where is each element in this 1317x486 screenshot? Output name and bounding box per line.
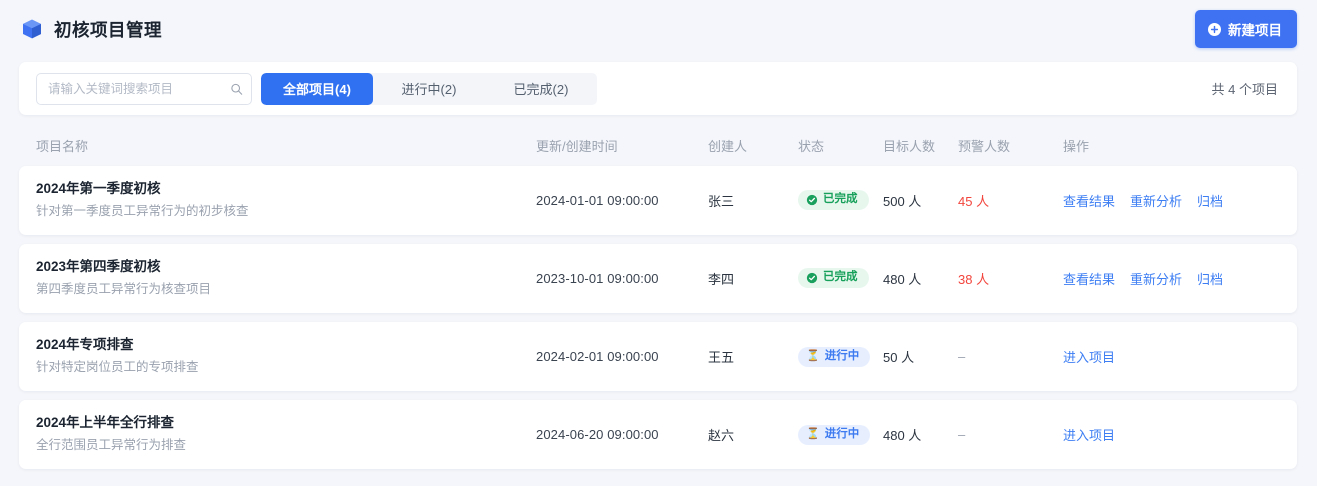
- new-project-label: 新建项目: [1228, 23, 1282, 38]
- tab-completed-label: 已完成(2): [513, 82, 569, 97]
- row-time: 2024-01-01 09:00:00: [536, 193, 659, 208]
- column-header-owner: 创建人: [708, 138, 748, 154]
- table-row[interactable]: 2023年第四季度初核 第四季度员工异常行为核查项目 2023-10-01 09…: [19, 244, 1297, 313]
- check-circle-icon: [806, 194, 818, 206]
- action-archive[interactable]: 归档: [1197, 194, 1224, 209]
- row-owner: 张三: [708, 194, 735, 209]
- status-badge: ⏳ 进行中: [798, 347, 871, 367]
- status-badge-label: 进行中: [824, 428, 860, 441]
- row-owner: 王五: [708, 350, 735, 365]
- row-name-cell: 2023年第四季度初核 第四季度员工异常行为核查项目: [36, 259, 536, 298]
- project-description: 第四季度员工异常行为核查项目: [36, 282, 212, 297]
- tab-in-progress-label: 进行中(2): [401, 82, 457, 97]
- action-enter-project[interactable]: 进入项目: [1063, 428, 1116, 443]
- status-badge-label: 已完成: [823, 193, 858, 206]
- row-warn: –: [958, 427, 966, 442]
- tab-all-projects-label: 全部项目(4): [283, 82, 351, 97]
- search-box[interactable]: [36, 72, 252, 105]
- row-ops-cell: 进入项目: [1063, 347, 1280, 366]
- status-badge-label: 已完成: [823, 271, 858, 284]
- status-badge-label: 进行中: [824, 350, 860, 363]
- row-time: 2024-02-01 09:00:00: [536, 349, 659, 364]
- tab-all-projects[interactable]: 全部项目(4): [261, 72, 373, 105]
- row-owner: 赵六: [708, 428, 735, 443]
- row-target: 480 人: [883, 428, 922, 443]
- check-circle-icon: [806, 272, 818, 284]
- app-brand: 初核项目管理: [20, 17, 162, 42]
- project-name: 2024年上半年全行排查: [36, 415, 175, 431]
- project-name: 2023年第四季度初核: [36, 259, 161, 275]
- row-target: 500 人: [883, 194, 922, 209]
- project-name: 2024年专项排查: [36, 337, 134, 353]
- row-actions: 查看结果 重新分析 归档: [1063, 191, 1280, 210]
- row-warn: –: [958, 349, 966, 364]
- total-count-text: 共 4 个项目: [1211, 82, 1278, 97]
- row-status-cell: 已完成: [798, 268, 883, 289]
- search-input[interactable]: [36, 72, 252, 105]
- row-actions: 查看结果 重新分析 归档: [1063, 269, 1280, 288]
- plus-circle-icon: [1208, 22, 1221, 36]
- status-badge: ⏳ 进行中: [798, 425, 871, 445]
- action-enter-project[interactable]: 进入项目: [1063, 350, 1116, 365]
- action-reanalyze[interactable]: 重新分析: [1130, 194, 1183, 209]
- row-target: 50 人: [883, 350, 915, 365]
- row-ops-cell: 进入项目: [1063, 425, 1280, 444]
- row-name-cell: 2024年专项排查 针对特定岗位员工的专项排查: [36, 337, 536, 376]
- row-warn: 45 人: [958, 194, 990, 209]
- project-name: 2024年第一季度初核: [36, 181, 161, 197]
- row-actions: 进入项目: [1063, 347, 1280, 366]
- row-status-cell: ⏳ 进行中: [798, 424, 883, 445]
- row-name-cell: 2024年第一季度初核 针对第一季度员工异常行为的初步核查: [36, 181, 536, 220]
- hourglass-icon: ⏳: [806, 428, 820, 441]
- row-owner: 李四: [708, 272, 735, 287]
- column-header-warn: 预警人数: [958, 138, 1011, 154]
- tab-completed[interactable]: 已完成(2): [485, 73, 597, 105]
- action-view-result[interactable]: 查看结果: [1063, 194, 1116, 209]
- row-time: 2024-06-20 09:00:00: [536, 427, 659, 442]
- status-badge: 已完成: [798, 268, 869, 288]
- column-header-name: 项目名称: [36, 138, 89, 154]
- tab-in-progress[interactable]: 进行中(2): [373, 73, 485, 105]
- column-header-target: 目标人数: [883, 138, 936, 154]
- action-reanalyze[interactable]: 重新分析: [1130, 272, 1183, 287]
- column-header-ops: 操作: [1063, 138, 1090, 154]
- row-status-cell: 已完成: [798, 190, 883, 211]
- row-ops-cell: 查看结果 重新分析 归档: [1063, 269, 1280, 288]
- row-target: 480 人: [883, 272, 922, 287]
- action-archive[interactable]: 归档: [1197, 272, 1224, 287]
- column-header-time: 更新/创建时间: [536, 138, 618, 154]
- page-title: 初核项目管理: [54, 19, 162, 40]
- new-project-button[interactable]: 新建项目: [1195, 10, 1297, 48]
- column-header-status: 状态: [798, 138, 825, 154]
- row-warn: 38 人: [958, 272, 990, 287]
- table-row[interactable]: 2024年第一季度初核 针对第一季度员工异常行为的初步核查 2024-01-01…: [19, 166, 1297, 235]
- row-ops-cell: 查看结果 重新分析 归档: [1063, 191, 1280, 210]
- row-name-cell: 2024年上半年全行排查 全行范围员工异常行为排查: [36, 415, 536, 454]
- project-description: 针对特定岗位员工的专项排查: [36, 360, 199, 375]
- cube-icon: [20, 17, 44, 41]
- hourglass-icon: ⏳: [806, 350, 820, 363]
- status-badge: 已完成: [798, 190, 869, 210]
- table-row[interactable]: 2024年专项排查 针对特定岗位员工的专项排查 2024-02-01 09:00…: [19, 322, 1297, 391]
- row-status-cell: ⏳ 进行中: [798, 346, 883, 367]
- top-header: 初核项目管理 新建项目: [0, 0, 1317, 58]
- row-time: 2023-10-01 09:00:00: [536, 271, 659, 286]
- filter-bar: 全部项目(4) 进行中(2) 已完成(2) 共 4 个项目: [19, 62, 1297, 115]
- row-actions: 进入项目: [1063, 425, 1280, 444]
- project-description: 全行范围员工异常行为排查: [36, 438, 187, 453]
- table-row[interactable]: 2024年上半年全行排查 全行范围员工异常行为排查 2024-06-20 09:…: [19, 400, 1297, 469]
- status-filter-tabs: 全部项目(4) 进行中(2) 已完成(2): [261, 72, 597, 105]
- action-view-result[interactable]: 查看结果: [1063, 272, 1116, 287]
- project-table: 项目名称 更新/创建时间 创建人 状态 目标人数 预警人数 操作 2024年第一…: [19, 124, 1297, 478]
- project-description: 针对第一季度员工异常行为的初步核查: [36, 204, 249, 219]
- table-header-row: 项目名称 更新/创建时间 创建人 状态 目标人数 预警人数 操作: [19, 124, 1297, 166]
